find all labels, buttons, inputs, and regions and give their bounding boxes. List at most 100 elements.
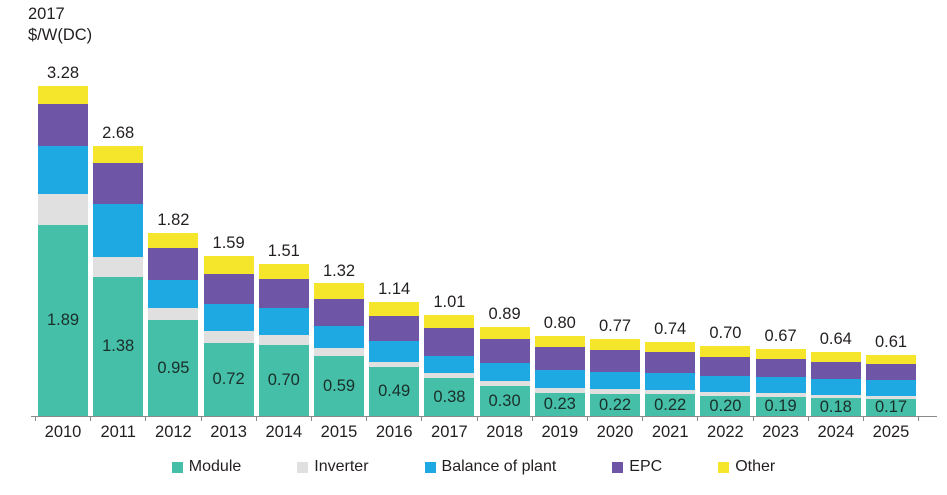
total-label-2013: 1.59 — [212, 234, 245, 252]
segment-epc — [424, 328, 475, 356]
year-label-2025: 2025 — [872, 423, 910, 441]
module-value-label-2014: 0.70 — [267, 371, 300, 390]
segment-other — [534, 336, 585, 347]
segment-module — [203, 343, 254, 416]
legend-item-balance-of-plant: Balance of plant — [424, 458, 556, 476]
year-label-2018: 2018 — [486, 423, 523, 441]
segment-other — [369, 302, 420, 316]
segment-module — [590, 394, 640, 416]
module-value-label-2015: 0.59 — [322, 376, 356, 395]
year-label-2013: 2013 — [210, 423, 247, 441]
bar-2014: 1.51 0.70 — [258, 242, 309, 416]
axis-tick — [366, 417, 368, 421]
segment-inverter — [314, 348, 364, 356]
segment-balance-of-plant — [203, 304, 254, 331]
bar-2015: 1.32 0.59 — [314, 262, 364, 416]
bar-2011: 2.68 1.38 — [93, 124, 144, 416]
bar-2023: 0.67 0.19 — [755, 327, 806, 416]
segment-other — [755, 349, 806, 359]
segment-epc — [148, 248, 199, 280]
segment-balance-of-plant — [148, 280, 199, 308]
legend-item-other: Other — [718, 458, 775, 476]
total-label-2024: 0.64 — [819, 330, 852, 348]
axis-tick — [531, 417, 533, 421]
module-value-label-2023: 0.19 — [764, 397, 797, 416]
segment-inverter — [148, 308, 199, 320]
segment-inverter — [590, 389, 640, 394]
year-label-2019: 2019 — [541, 423, 579, 441]
axis-unit-line1: 2017 — [28, 5, 65, 23]
segment-epc — [203, 274, 254, 304]
total-label-2011: 2.68 — [102, 124, 135, 142]
segment-balance-of-plant — [866, 380, 916, 396]
axis-tick — [35, 417, 36, 421]
legend-item-inverter: Inverter — [297, 458, 369, 476]
axis-tick — [421, 417, 423, 421]
segment-epc — [866, 364, 916, 380]
bar-2021: 0.74 0.22 — [645, 320, 696, 416]
segment-module — [755, 397, 806, 416]
bar-2012: 1.82 0.95 — [148, 211, 199, 416]
bar-2020: 0.77 0.22 — [590, 317, 640, 416]
total-label-2025: 0.61 — [874, 333, 908, 351]
year-label-2012: 2012 — [155, 423, 192, 441]
segment-module — [645, 394, 696, 416]
total-label-2018: 0.89 — [488, 305, 521, 323]
module-value-label-2022: 0.20 — [709, 396, 742, 415]
segment-other — [148, 233, 199, 248]
axis-tick — [697, 417, 699, 421]
segment-module — [38, 225, 88, 416]
segment-other — [424, 315, 475, 328]
bar-2017: 1.01 0.38 — [424, 293, 475, 416]
year-label-2023: 2023 — [762, 423, 799, 441]
segment-other — [866, 355, 916, 364]
total-label-2019: 0.80 — [543, 314, 576, 332]
total-label-2016: 1.14 — [378, 280, 411, 298]
legend-label: Other — [735, 458, 776, 475]
segment-balance-of-plant — [645, 373, 696, 390]
segment-epc — [700, 357, 751, 376]
segment-inverter — [810, 395, 861, 398]
segment-balance-of-plant — [369, 341, 420, 362]
legend-swatch-epc — [612, 461, 624, 473]
total-label-2015: 1.32 — [322, 262, 356, 280]
module-value-label-2024: 0.18 — [819, 397, 852, 416]
axis-tick — [311, 417, 312, 421]
segment-balance-of-plant — [424, 356, 475, 373]
segment-other — [258, 264, 309, 279]
total-label-2017: 1.01 — [433, 293, 466, 311]
module-value-label-2018: 0.30 — [488, 391, 521, 410]
axis-tick — [587, 417, 588, 421]
segment-other — [93, 146, 144, 163]
segment-inverter — [479, 381, 530, 386]
module-value-label-2012: 0.95 — [157, 358, 190, 377]
segment-module — [369, 367, 420, 416]
segment-module — [93, 277, 144, 416]
legend-label: Inverter — [314, 458, 369, 475]
total-label-2012: 1.82 — [157, 211, 190, 229]
segment-balance-of-plant — [258, 308, 309, 335]
segment-balance-of-plant — [314, 326, 364, 348]
axis-tick — [918, 417, 920, 421]
year-label-2010: 2010 — [44, 423, 82, 441]
legend-label: EPC — [629, 458, 663, 475]
year-label-2017: 2017 — [431, 423, 468, 441]
total-label-2022: 0.70 — [709, 324, 742, 342]
module-value-label-2010: 1.89 — [46, 311, 80, 330]
segment-other — [645, 342, 696, 352]
total-label-2010: 3.28 — [46, 64, 80, 82]
legend-swatch-balance-of-plant — [424, 461, 436, 473]
segment-inverter — [38, 194, 88, 225]
module-value-label-2019: 0.23 — [543, 395, 576, 414]
total-label-2023: 0.67 — [764, 327, 797, 345]
total-label-2021: 0.74 — [654, 320, 687, 338]
year-label-2022: 2022 — [707, 423, 744, 441]
legend-item-module: Module — [171, 458, 241, 476]
segment-epc — [38, 104, 88, 146]
year-label-2024: 2024 — [817, 423, 855, 441]
segment-module — [700, 396, 751, 416]
bar-2025: 0.61 0.17 — [866, 333, 916, 416]
bar-2018: 0.89 0.30 — [479, 305, 530, 416]
